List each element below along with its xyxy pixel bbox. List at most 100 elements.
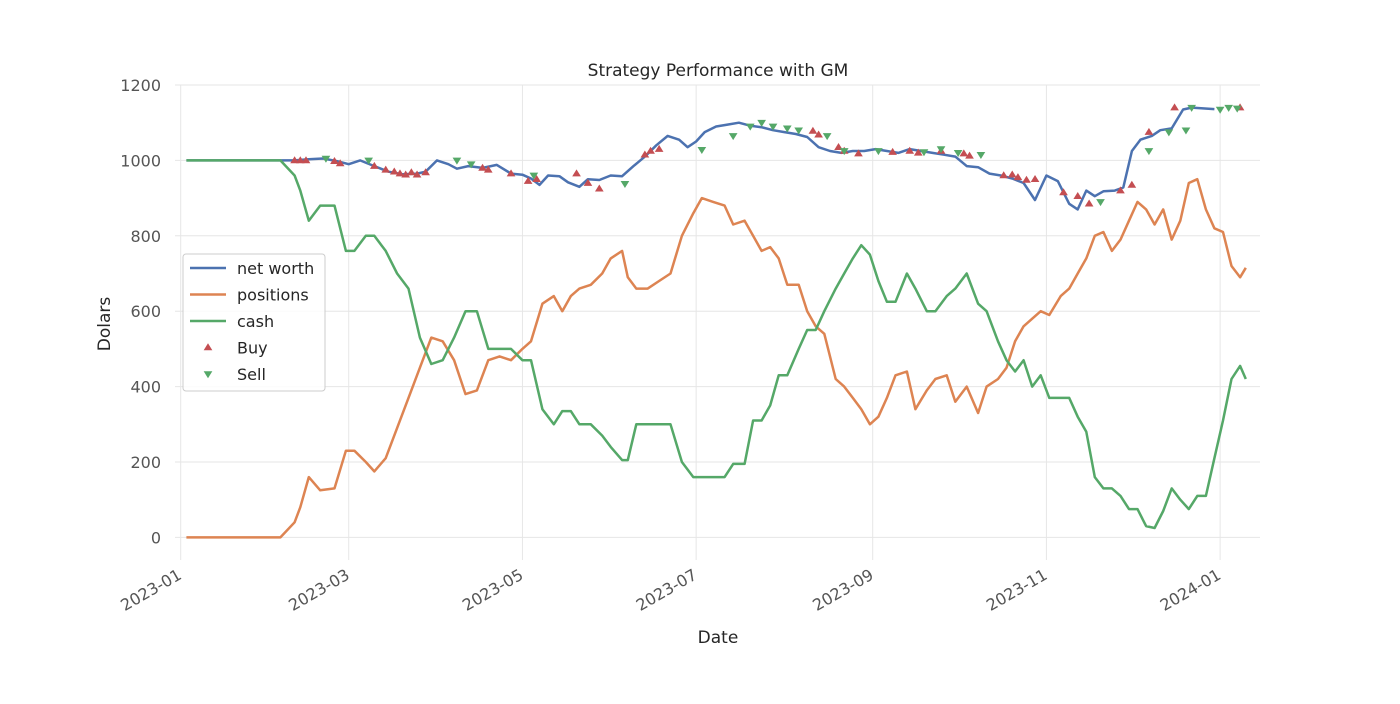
sell-marker [1215, 106, 1225, 114]
buy-marker [381, 165, 391, 173]
x-tick-label: 2024-01 [1157, 565, 1224, 615]
legend-label-sell: Sell [237, 365, 266, 384]
buy-marker [483, 165, 493, 173]
y-tick-label: 0 [151, 528, 161, 547]
buy-marker [1013, 173, 1023, 181]
sell-marker [728, 133, 738, 141]
sell-marker [620, 180, 630, 188]
buy-marker [1030, 175, 1040, 183]
sell-marker [794, 127, 804, 135]
buy-marker [999, 171, 1009, 179]
sell-marker [822, 133, 832, 141]
sell-marker [757, 119, 766, 127]
series-lines [186, 106, 1247, 539]
legend-swatch-buy [203, 343, 213, 351]
x-tick-label: 2023-05 [459, 565, 526, 615]
y-tick-label: 800 [130, 227, 161, 246]
sell-marker [1144, 148, 1154, 156]
buy-marker [1084, 199, 1094, 207]
sell-marker [364, 157, 373, 165]
buy-marker [959, 149, 969, 157]
legend-label-positions: positions [237, 286, 309, 305]
buy-marker [421, 168, 430, 176]
buy-marker [412, 170, 422, 178]
x-tick-label: 2023-09 [809, 565, 876, 615]
buy-marker [646, 146, 655, 154]
y-axis-label: Dolars [95, 297, 115, 352]
buy-marker [478, 163, 487, 171]
buy-marker [1073, 192, 1083, 200]
buy-marker [506, 169, 516, 177]
sell-marker [321, 155, 331, 163]
buy-marker [301, 156, 311, 164]
buy-marker [905, 146, 915, 154]
sell-marker [839, 148, 849, 156]
buy-marker [888, 147, 897, 155]
buy-marker [290, 156, 299, 164]
sell-marker [466, 161, 476, 169]
sell-marker [782, 125, 792, 133]
buy-marker [1170, 103, 1179, 111]
y-tick-label: 600 [130, 302, 161, 321]
sell-marker [529, 172, 539, 180]
sell-marker [452, 157, 462, 165]
buy-marker [654, 144, 664, 152]
sell-marker [1232, 105, 1242, 113]
chart-title: Strategy Performance with GM [588, 61, 849, 81]
buy-marker [814, 130, 823, 138]
buy-marker [1059, 188, 1068, 196]
sell-marker [1164, 129, 1174, 137]
sell-marker [874, 148, 883, 156]
sell-marker [768, 123, 778, 131]
x-tick-label: 2023-03 [285, 565, 352, 615]
sell-marker [745, 123, 755, 131]
buy-marker [295, 156, 305, 164]
buy-marker [1116, 186, 1125, 194]
sell-marker [936, 146, 946, 154]
buy-marker [1127, 180, 1137, 188]
buy-marker [1007, 170, 1017, 178]
buy-marker [965, 151, 974, 159]
sell-marker [919, 149, 929, 157]
buy-marker [583, 178, 593, 186]
legend-label-buy: Buy [237, 339, 268, 358]
sell-marker [1187, 104, 1196, 112]
buy-marker [389, 167, 399, 175]
legend-swatch-sell [203, 371, 213, 379]
buy-marker [913, 148, 923, 156]
buy-marker [401, 170, 411, 178]
net-worth-line [186, 106, 1215, 211]
buy-marker [1022, 175, 1031, 183]
sell-marker [697, 147, 707, 155]
buy-marker [330, 156, 339, 164]
buy-marker [532, 175, 542, 183]
positions-line [186, 177, 1247, 539]
buy-marker [808, 126, 818, 134]
x-tick-label: 2023-11 [983, 565, 1050, 615]
buy-marker [395, 169, 405, 177]
x-tick-label: 2023-01 [117, 565, 184, 615]
buy-marker [1144, 127, 1154, 135]
buy-marker [594, 184, 604, 192]
buy-marker [370, 161, 379, 169]
y-tick-label: 1000 [120, 151, 161, 170]
cash-line [186, 159, 1247, 530]
buy-marker [854, 149, 863, 157]
legend-box [182, 253, 326, 392]
grid [175, 84, 1260, 560]
buy-marker [335, 159, 345, 167]
sell-marker [1096, 199, 1105, 207]
buy-marker [523, 176, 533, 184]
buy-marker [407, 168, 416, 176]
buy-marker [572, 169, 581, 177]
sell-marker [1224, 104, 1234, 112]
legend: net worth positions cash Buy Sell [182, 253, 326, 392]
sell-marker [976, 151, 986, 159]
sell-marker [953, 150, 963, 158]
y-tick-label: 200 [130, 453, 161, 472]
x-tick-label: 2023-07 [633, 565, 700, 615]
y-tick-label: 400 [130, 378, 161, 397]
legend-label-cash: cash [237, 312, 274, 331]
trade-markers [290, 103, 1245, 207]
